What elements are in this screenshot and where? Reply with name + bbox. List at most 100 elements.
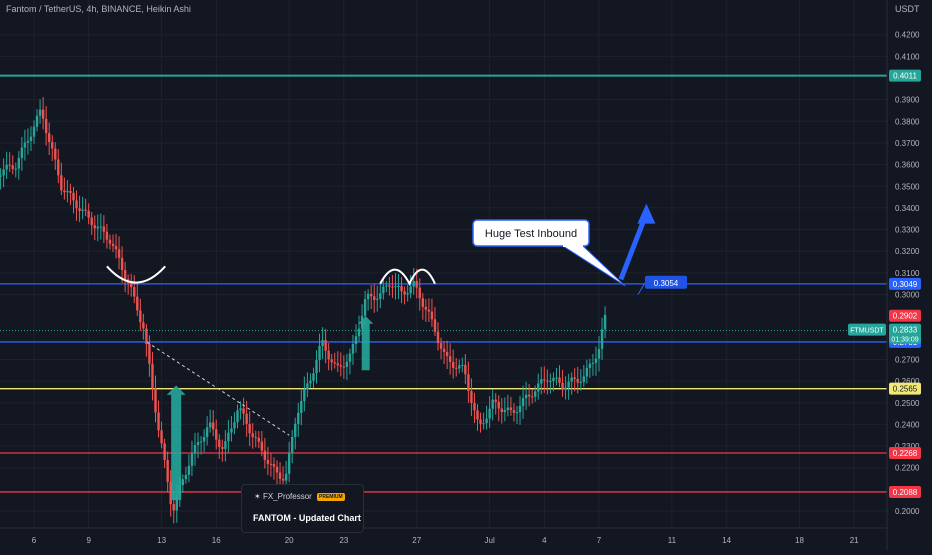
candle-up xyxy=(385,285,388,287)
candle-up xyxy=(5,164,8,170)
y-tick-label: 0.2500 xyxy=(895,399,920,408)
x-tick-label: 14 xyxy=(722,536,731,545)
candle-down xyxy=(281,478,285,481)
y-tick-label: 0.3300 xyxy=(895,226,920,235)
candle-down xyxy=(336,363,339,366)
candle-down xyxy=(500,408,503,412)
y-tick-label: 0.3400 xyxy=(895,204,920,213)
candle-up xyxy=(348,353,352,362)
candle-down xyxy=(105,231,109,240)
x-tick-label: 21 xyxy=(850,536,859,545)
candle-up xyxy=(199,441,203,443)
time-axis[interactable]: 6 9 13 16 20 23 27 Jul 4 7 11 14 18 21 xyxy=(32,536,859,545)
candle-down xyxy=(324,340,327,351)
level-tag-bg xyxy=(889,277,921,290)
candle-up xyxy=(205,427,209,438)
candle-down xyxy=(221,447,224,449)
author-icon: ✶ xyxy=(254,492,263,501)
callout-text: Huge Test Inbound xyxy=(485,228,577,240)
y-tick-label: 0.2000 xyxy=(895,507,920,516)
candle-down xyxy=(215,429,218,440)
candle-up xyxy=(379,293,382,299)
callout-joint xyxy=(563,244,583,247)
x-tick-label: 13 xyxy=(157,536,166,545)
candle-up xyxy=(284,473,288,481)
candle-down xyxy=(123,270,127,280)
symbol-tag-bg xyxy=(848,323,886,336)
candle-up xyxy=(297,412,300,424)
level-tag-label: 0.3049 xyxy=(893,280,918,289)
candle-up xyxy=(382,286,385,294)
candle-down xyxy=(543,379,546,381)
candle-down xyxy=(497,401,500,409)
candle-up xyxy=(99,226,103,228)
candle-down xyxy=(448,356,452,362)
candle-down xyxy=(130,282,133,288)
candle-down xyxy=(114,245,118,250)
candle-up xyxy=(515,412,519,414)
x-tick-label: 4 xyxy=(542,536,547,545)
candle-down xyxy=(391,286,394,288)
candle-down xyxy=(339,365,343,367)
level-tag-bg xyxy=(889,382,921,395)
candle-up xyxy=(190,453,194,466)
candle-up xyxy=(354,336,358,344)
candle-down xyxy=(90,217,93,226)
candle-down xyxy=(72,192,75,201)
candle-up xyxy=(318,345,321,361)
candle-down xyxy=(8,164,11,166)
horizontal-levels xyxy=(0,74,887,493)
candle-up xyxy=(549,380,552,382)
candle-up xyxy=(376,298,379,300)
candle-down xyxy=(108,239,112,244)
countdown-label: 01:39:09 xyxy=(891,337,918,344)
candle-up xyxy=(588,363,592,368)
author-handle[interactable]: ✶ FX_Professor xyxy=(254,492,312,501)
callout-box xyxy=(472,219,590,247)
candle-up xyxy=(239,408,242,411)
last-price-tag-bg xyxy=(889,323,921,344)
candle-down xyxy=(433,319,437,332)
candle-up xyxy=(412,280,415,287)
arrow-up-green xyxy=(166,385,186,501)
candle-down xyxy=(212,422,215,430)
candle-up xyxy=(555,377,558,379)
candle-up xyxy=(491,399,494,409)
y-tick-label: 0.2200 xyxy=(895,464,920,473)
price-tag-high-bg xyxy=(889,309,921,322)
arc-double-top xyxy=(379,268,436,286)
candle-up xyxy=(208,422,212,428)
x-tick-label: 7 xyxy=(597,536,602,545)
candle-up xyxy=(537,383,540,392)
candle-up xyxy=(345,361,349,367)
candle-up xyxy=(290,436,294,453)
candle-down xyxy=(421,298,425,307)
y-tick-label: 0.4200 xyxy=(895,31,920,40)
candle-down xyxy=(451,361,455,368)
candle-down xyxy=(117,249,121,258)
price-tags: 0.40110.30490.27810.25650.22680.20880.29… xyxy=(848,69,921,498)
candle-down xyxy=(63,190,66,193)
candle-up xyxy=(294,423,297,437)
candle-down xyxy=(136,296,139,311)
candle-down xyxy=(69,190,72,193)
x-tick-label: 27 xyxy=(412,536,421,545)
candle-down xyxy=(275,466,279,473)
candle-up xyxy=(175,496,178,511)
y-tick-label: 0.3500 xyxy=(895,182,920,191)
arrow-up-blue-shaft xyxy=(618,212,649,281)
price-axis[interactable]: 0.4200 0.4100 0.3900 0.3800 0.3700 0.3600 0.35… xyxy=(895,31,920,516)
level-tag-label: 0.2088 xyxy=(893,488,918,497)
candle-down xyxy=(257,437,260,442)
candle-up xyxy=(224,441,227,449)
candle-down xyxy=(41,109,45,119)
y-tick-label: 0.4100 xyxy=(895,52,920,61)
candle-up xyxy=(23,142,27,148)
candle-down xyxy=(51,141,54,149)
candle-down xyxy=(509,407,513,411)
candle-up xyxy=(409,286,412,294)
candle-down xyxy=(479,419,482,424)
level-tag-label: 0.4011 xyxy=(893,72,917,81)
candle-up xyxy=(521,398,525,406)
